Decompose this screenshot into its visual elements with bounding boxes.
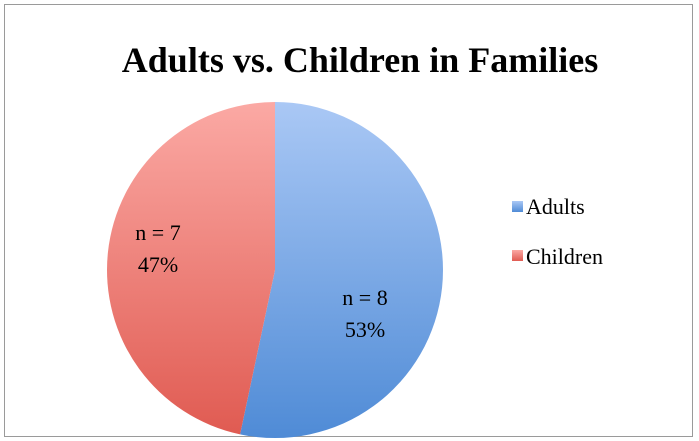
- slice-percent-label-children: 47%: [138, 252, 178, 277]
- slice-percent-label-adults: 53%: [345, 317, 385, 342]
- legend-swatch-children: [512, 250, 523, 261]
- chart-title: Adults vs. Children in Families: [122, 40, 598, 80]
- legend-label-children: Children: [526, 244, 603, 269]
- pie-slice-children: [107, 102, 275, 435]
- slice-labels: n = 8 53% n = 7 47%: [135, 220, 387, 342]
- legend-swatch-adults: [512, 201, 523, 212]
- slice-count-label-children: n = 7: [135, 220, 180, 245]
- legend-item-children: Children: [512, 244, 603, 269]
- pie-slice-adults: [240, 102, 444, 438]
- legend-label-adults: Adults: [526, 194, 585, 219]
- legend: Adults Children: [512, 194, 603, 269]
- legend-item-adults: Adults: [512, 194, 585, 219]
- pie-slices: [107, 102, 444, 438]
- slice-count-label-adults: n = 8: [342, 285, 387, 310]
